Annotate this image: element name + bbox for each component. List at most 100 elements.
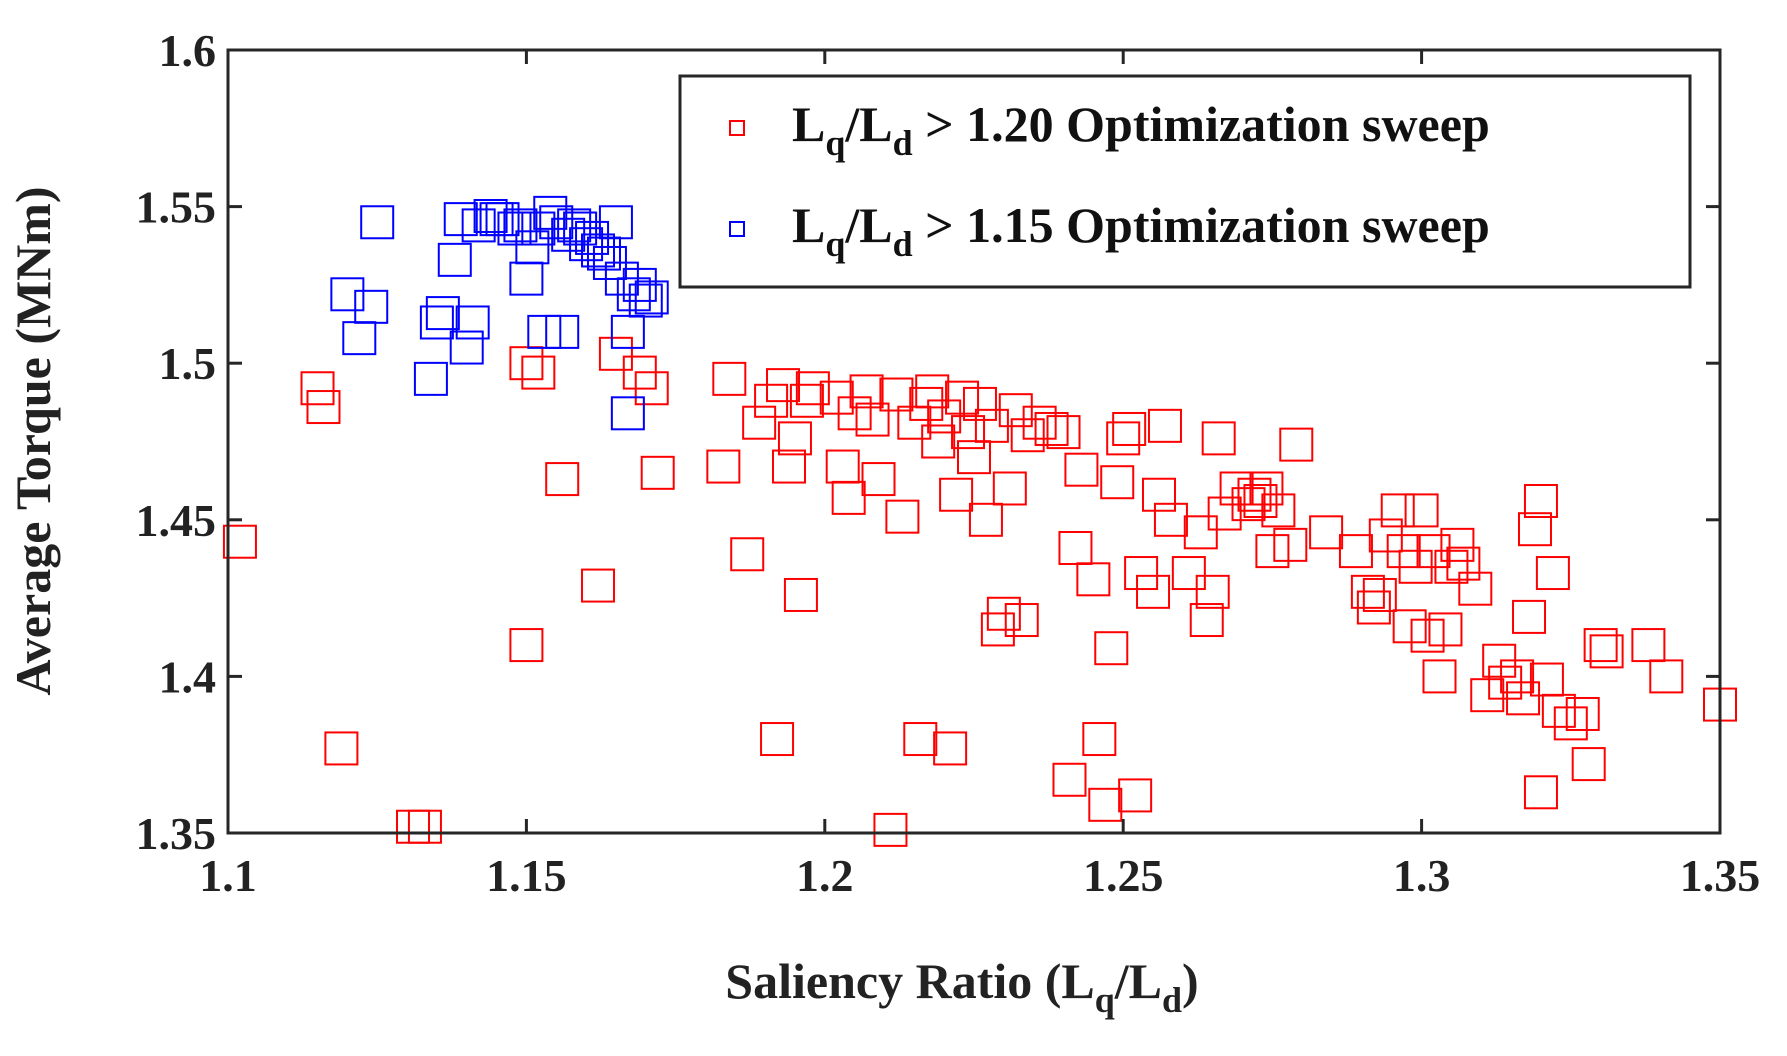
y-tick-label: 1.35	[136, 808, 217, 859]
data-point	[915, 374, 950, 409]
y-tick-label: 1.6	[159, 25, 217, 76]
data-point	[861, 462, 896, 497]
data-point	[1523, 484, 1558, 519]
data-point	[1255, 534, 1290, 569]
data-point	[569, 227, 604, 262]
legend-marker-red	[729, 120, 745, 136]
y-tick-label: 1.4	[159, 651, 217, 702]
data-point	[1142, 477, 1177, 512]
legend: Lq/Ld > 1.20 Optimization sweep Lq/Ld > …	[678, 74, 1692, 289]
data-point	[962, 386, 997, 421]
data-point	[437, 242, 472, 277]
data-point	[730, 537, 765, 572]
x-tick-label: 1.3	[1393, 850, 1451, 901]
data-point	[951, 415, 986, 450]
x-tick-label: 1.25	[1083, 850, 1164, 901]
data-point	[503, 208, 538, 243]
data-point	[455, 305, 490, 340]
data-points	[222, 195, 1737, 847]
data-point	[300, 371, 335, 406]
data-point	[998, 393, 1033, 428]
data-point	[1512, 599, 1547, 634]
data-point	[557, 208, 592, 243]
data-point	[1124, 556, 1159, 591]
legend-label-blue: Lq/Ld > 1.15 Optimization sweep	[792, 197, 1490, 264]
data-point	[581, 568, 616, 603]
data-point	[1004, 603, 1039, 638]
data-point	[354, 289, 389, 324]
data-point	[1523, 775, 1558, 810]
x-tick-label: 1.1	[199, 850, 257, 901]
data-point	[1118, 778, 1153, 813]
data-point	[545, 314, 580, 349]
data-point	[521, 355, 556, 390]
data-point	[581, 233, 616, 268]
data-point	[1189, 603, 1224, 638]
data-point	[1404, 493, 1439, 528]
data-point	[628, 283, 663, 318]
data-point	[515, 230, 550, 265]
y-axis-label: Average Torque (MNm)	[5, 186, 61, 695]
data-point	[1517, 512, 1552, 547]
data-point	[855, 402, 890, 437]
data-point	[1458, 571, 1493, 606]
data-point	[939, 477, 974, 512]
axis-ticks: 1.1 1.15 1.2 1.25 1.3 1.35 1.35 1.4 1.45 1.5 1.55 1…	[136, 25, 1761, 901]
data-point	[933, 731, 968, 766]
data-point	[443, 202, 478, 237]
data-point	[1356, 590, 1391, 625]
legend-box	[678, 74, 1692, 289]
data-point	[449, 330, 484, 365]
data-point	[831, 480, 866, 515]
data-point	[407, 809, 442, 844]
data-point	[473, 198, 508, 233]
data-point	[360, 205, 395, 240]
y-tick-label: 1.55	[136, 182, 217, 233]
data-point	[1279, 427, 1314, 462]
data-point	[1195, 574, 1230, 609]
plot-area-frame	[226, 48, 1722, 835]
data-point	[879, 377, 914, 412]
data-point	[509, 628, 544, 663]
data-point	[598, 336, 633, 371]
data-point	[992, 471, 1027, 506]
data-point	[885, 499, 920, 534]
x-axis-label: Saliency Ratio (Lq/Ld)	[725, 953, 1198, 1020]
data-point	[789, 383, 824, 418]
x-tick-label: 1.15	[486, 850, 567, 901]
data-point	[957, 440, 991, 475]
data-point	[634, 280, 669, 315]
data-point	[1362, 577, 1397, 612]
data-point	[837, 396, 872, 431]
data-point	[1541, 693, 1576, 728]
data-point	[1052, 762, 1087, 797]
data-point	[610, 396, 645, 431]
legend-label-red: Lq/Ld > 1.20 Optimization sweep	[792, 96, 1490, 163]
data-point	[1506, 681, 1541, 716]
data-point	[222, 524, 257, 559]
data-point	[1422, 659, 1457, 694]
data-point	[1010, 418, 1045, 453]
data-point	[1500, 659, 1535, 694]
data-point	[1064, 452, 1099, 487]
data-point	[545, 462, 580, 497]
data-point	[783, 577, 818, 612]
data-point	[610, 314, 645, 349]
data-point	[712, 361, 747, 396]
data-point	[909, 386, 944, 421]
data-point	[1565, 696, 1600, 731]
data-point	[1261, 493, 1296, 528]
y-tick-label: 1.45	[136, 495, 217, 546]
data-point	[1034, 411, 1069, 446]
data-point	[1094, 631, 1129, 666]
data-point	[509, 346, 544, 381]
x-tick-label: 1.2	[796, 850, 854, 901]
data-point	[1571, 747, 1606, 782]
data-point	[1136, 574, 1171, 609]
data-point	[1082, 722, 1117, 757]
data-point	[419, 305, 454, 340]
data-point	[777, 421, 812, 456]
data-point	[1100, 465, 1135, 500]
data-point	[945, 380, 980, 415]
data-point	[1440, 527, 1475, 562]
